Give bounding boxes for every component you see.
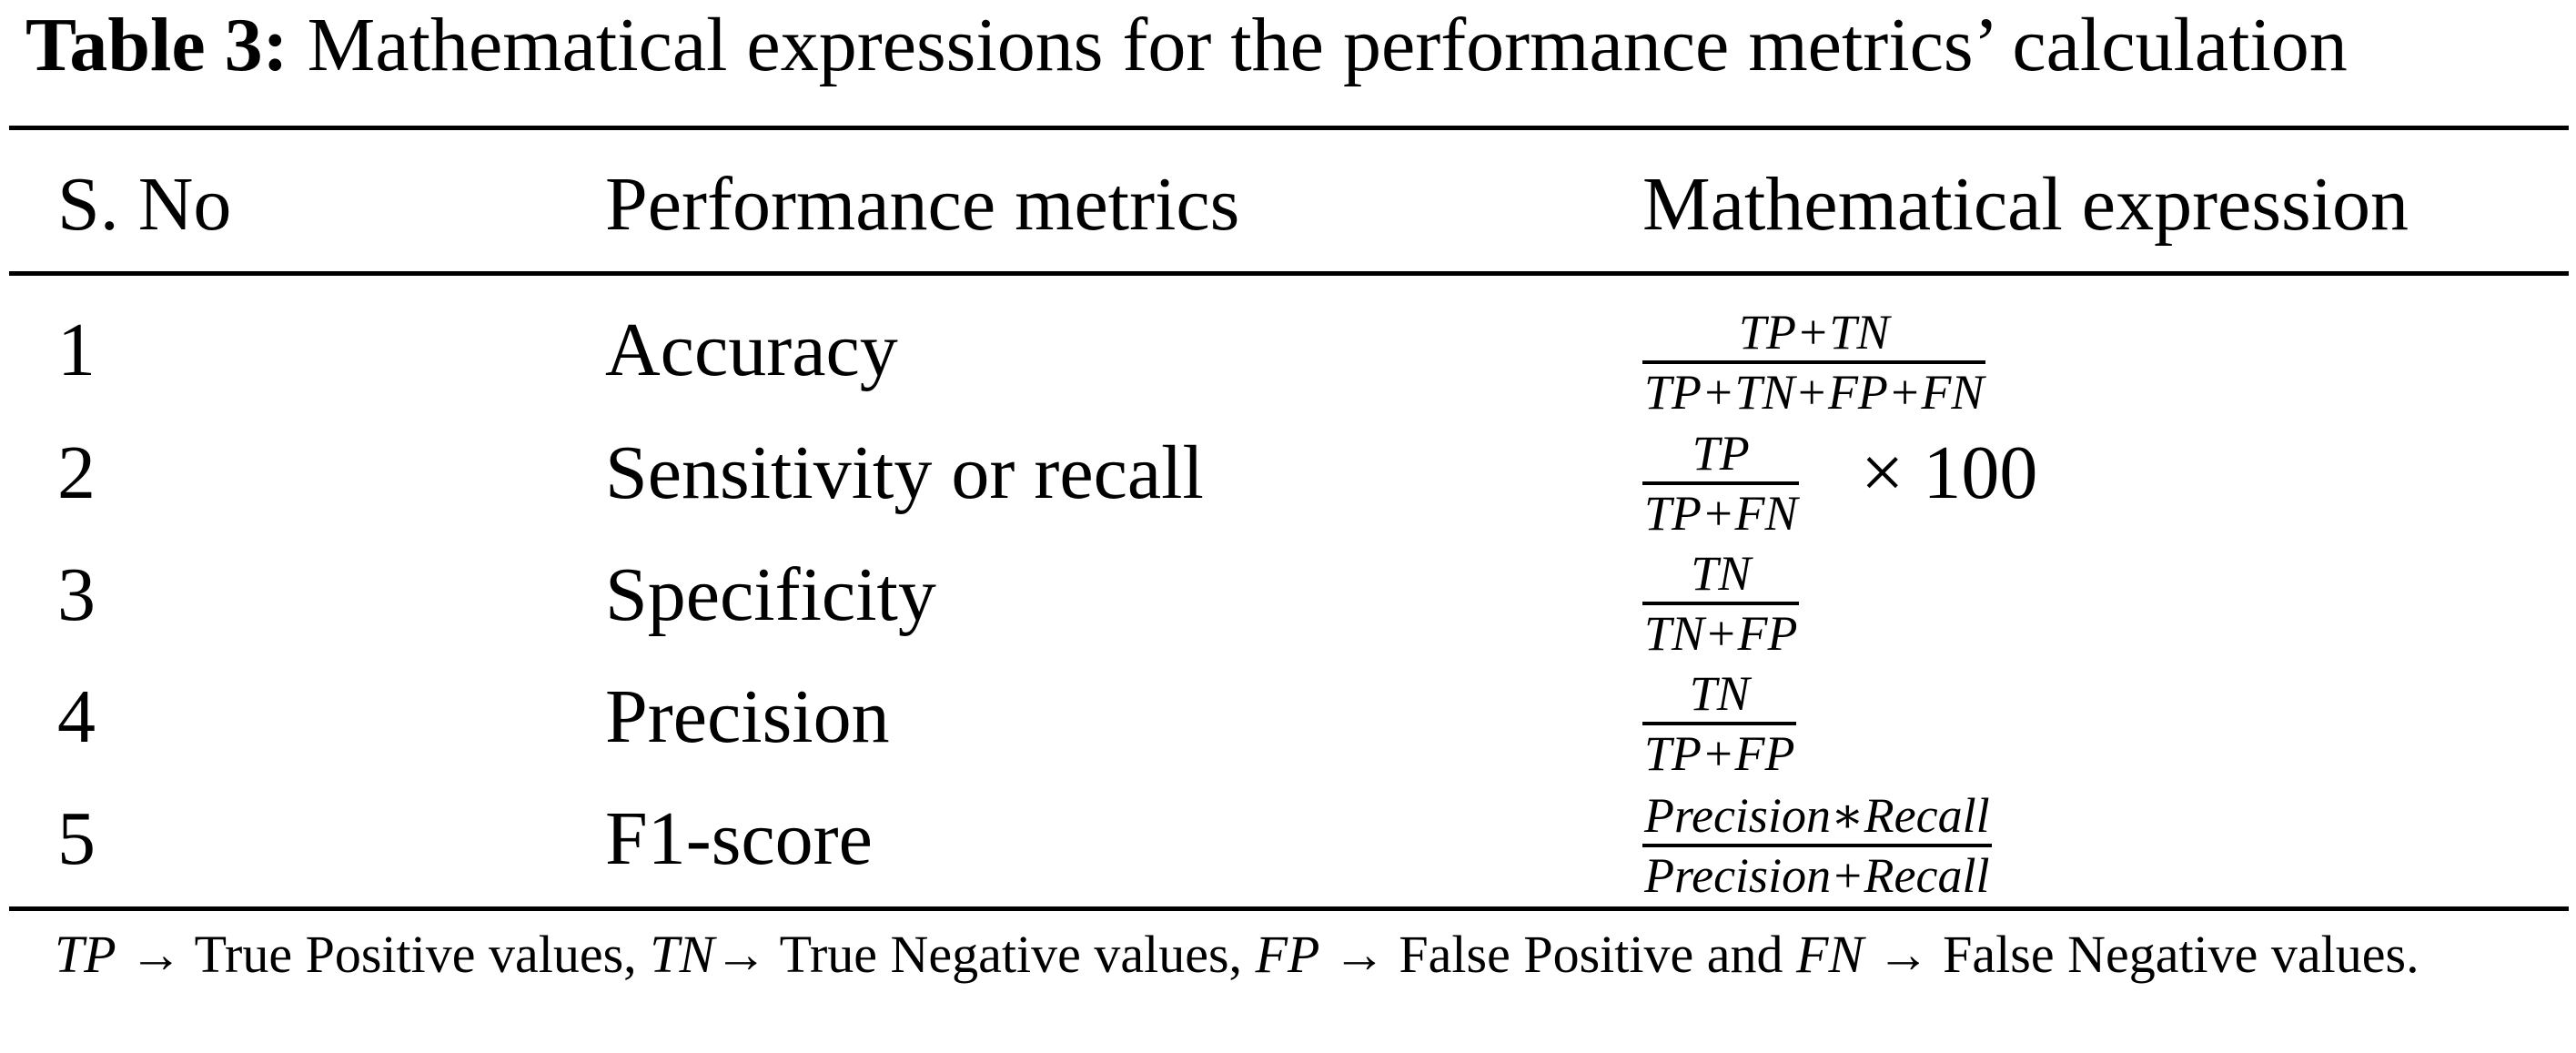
table-bottom-rule [9,906,2569,911]
footnote-fp-text: → False Positive and [1319,925,1797,984]
row-expression-fraction: TP+TN TP+TN+FP+FN [1642,305,1986,420]
row-metric: Sensitivity or recall [605,430,1204,515]
table-caption-label: Table 3: [25,3,288,87]
table-row: 1 Accuracy TP+TN TP+TN+FP+FN [0,305,2576,427]
row-sno: 4 [57,674,96,759]
table-row: 4 Precision TN TP+FP [0,666,2576,794]
table-caption-text: Mathematical expressions for the perform… [307,3,2348,87]
fraction-denominator: TP+FN [1644,486,1798,541]
row-metric: F1-score [605,796,873,881]
fraction-numerator: TN [1689,666,1750,721]
fraction-bar [1642,481,1800,485]
footnote-tn-abbr: TN [650,925,715,984]
fraction-numerator: TP+TN [1738,305,1890,359]
fraction-bar [1642,602,1800,605]
footnote-tn-text: → True Negative values, [714,925,1256,984]
header-expression: Mathematical expression [1642,162,2409,247]
footnote-tp-text: → True Positive values, [116,925,651,984]
row-metric: Specificity [605,552,936,637]
fraction-denominator: Precision+Recall [1644,848,1990,903]
table-row: 3 Specificity TN TN+FP [0,546,2576,672]
footnote-fn-abbr: FN [1796,925,1864,984]
fraction-numerator: TP [1692,426,1750,481]
fraction-bar [1642,722,1797,725]
row-sno: 3 [57,552,96,637]
row-metric: Precision [605,674,890,759]
row-sno: 1 [57,308,96,392]
row-expression-fraction: Precision∗Recall Precision+Recall [1642,788,1992,903]
row-sno: 2 [57,430,96,515]
table-header-rule [9,271,2569,276]
row-expression-multiplier: × 100 [1861,430,2038,515]
header-metric: Performance metrics [605,162,1240,247]
table-top-rule [9,126,2569,130]
footnote-fn-text: → False Negative values. [1864,925,2419,984]
footnote-fp-abbr: FP [1255,925,1320,984]
table-footnote: TP → True Positive values, TN→ True Nega… [55,921,2575,988]
row-expression-fraction: TN TP+FP [1642,666,1797,781]
row-metric: Accuracy [605,308,898,392]
fraction-bar [1642,360,1986,364]
row-sno: 5 [57,796,96,881]
header-sno: S. No [57,162,232,247]
row-expression-fraction: TN TN+FP [1642,546,1800,661]
table-caption: Table 3: Mathematical expressions for th… [25,0,2348,91]
row-expression-fraction: TP TP+FN [1642,426,1800,541]
table-row: 2 Sensitivity or recall TP TP+FN × 100 [0,426,2576,550]
footnote-tp-abbr: TP [55,925,116,984]
fraction-bar [1642,844,1992,847]
fraction-denominator: TP+TN+FP+FN [1644,365,1985,420]
table-row: 5 F1-score Precision∗Recall Precision+Re… [0,788,2576,916]
fraction-denominator: TN+FP [1644,606,1798,661]
fraction-numerator: Precision∗Recall [1644,788,1990,843]
fraction-numerator: TN [1691,546,1752,601]
fraction-denominator: TP+FP [1644,726,1795,781]
